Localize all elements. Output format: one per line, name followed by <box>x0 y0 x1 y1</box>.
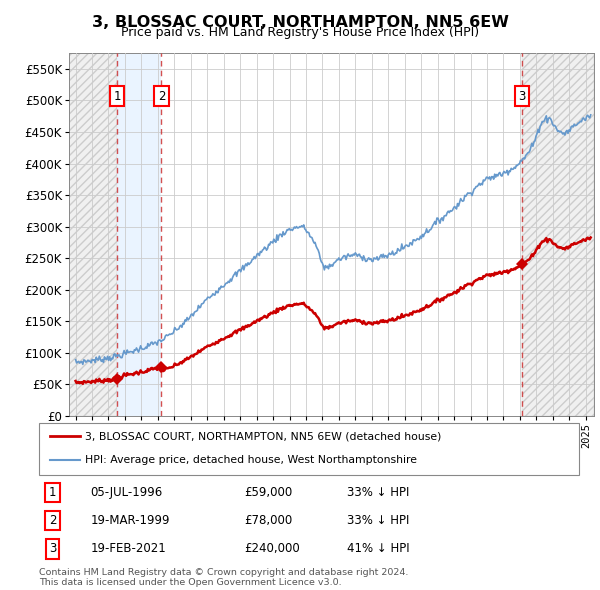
Text: 1: 1 <box>113 90 121 103</box>
Text: Price paid vs. HM Land Registry's House Price Index (HPI): Price paid vs. HM Land Registry's House … <box>121 26 479 39</box>
Text: 33% ↓ HPI: 33% ↓ HPI <box>347 486 409 499</box>
Text: £59,000: £59,000 <box>244 486 292 499</box>
Text: 41% ↓ HPI: 41% ↓ HPI <box>347 542 409 555</box>
Text: 19-FEB-2021: 19-FEB-2021 <box>90 542 166 555</box>
Text: 3, BLOSSAC COURT, NORTHAMPTON, NN5 6EW: 3, BLOSSAC COURT, NORTHAMPTON, NN5 6EW <box>92 15 508 30</box>
Text: HPI: Average price, detached house, West Northamptonshire: HPI: Average price, detached house, West… <box>85 455 417 466</box>
Text: Contains HM Land Registry data © Crown copyright and database right 2024.: Contains HM Land Registry data © Crown c… <box>39 568 409 576</box>
Bar <box>69 53 118 416</box>
FancyBboxPatch shape <box>39 423 579 475</box>
Text: 1: 1 <box>49 486 56 499</box>
Text: 3, BLOSSAC COURT, NORTHAMPTON, NN5 6EW (detached house): 3, BLOSSAC COURT, NORTHAMPTON, NN5 6EW (… <box>85 431 441 441</box>
Text: £78,000: £78,000 <box>244 514 292 527</box>
Text: £240,000: £240,000 <box>244 542 300 555</box>
Text: 05-JUL-1996: 05-JUL-1996 <box>90 486 163 499</box>
Bar <box>118 53 161 416</box>
Text: 3: 3 <box>518 90 526 103</box>
Text: 33% ↓ HPI: 33% ↓ HPI <box>347 514 409 527</box>
Text: 2: 2 <box>49 514 56 527</box>
Text: 3: 3 <box>49 542 56 555</box>
Text: This data is licensed under the Open Government Licence v3.0.: This data is licensed under the Open Gov… <box>39 578 341 587</box>
Text: 2: 2 <box>158 90 165 103</box>
Bar <box>522 53 594 416</box>
Text: 19-MAR-1999: 19-MAR-1999 <box>90 514 170 527</box>
